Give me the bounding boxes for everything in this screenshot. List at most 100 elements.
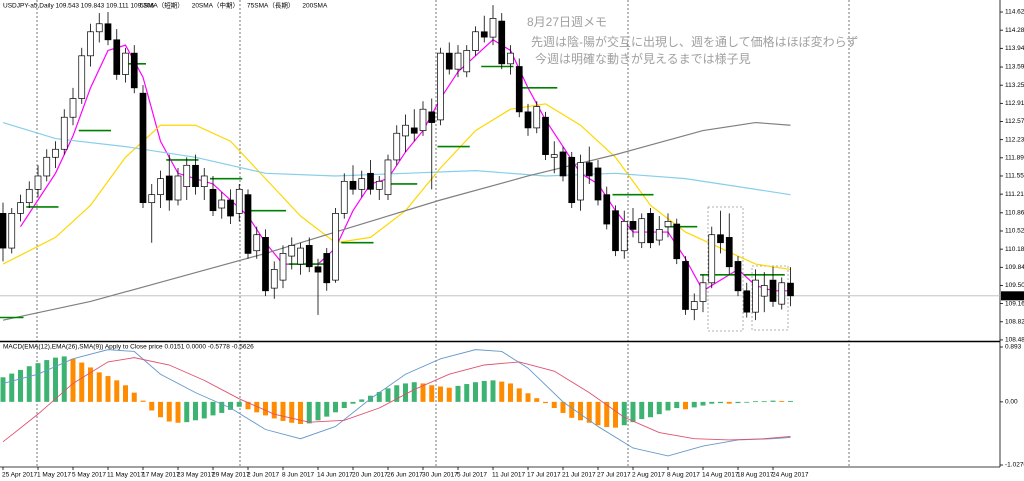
candle-body: [542, 116, 549, 155]
candle-body: [655, 229, 663, 241]
candle-body: [270, 269, 278, 289]
y-tick-label: 114.620: [1005, 9, 1024, 16]
histogram-bar: [490, 380, 496, 402]
candle-body: [603, 194, 611, 225]
candle-body: [253, 234, 261, 252]
histogram-bar: [700, 401, 706, 406]
histogram-bar: [473, 382, 478, 402]
y-tick-label: 110.180: [1005, 246, 1024, 253]
y-tick-label: 112.910: [1005, 100, 1024, 107]
histogram-bar: [201, 401, 207, 419]
histogram-bar: [744, 401, 750, 403]
moving-average: [2, 121, 791, 321]
candle-body: [113, 39, 121, 75]
candle-body: [130, 52, 138, 89]
y-tick-label: -1.0276: [1005, 462, 1024, 469]
x-tick-label: 1 May 2017: [37, 472, 71, 479]
candle-body: [367, 172, 374, 190]
histogram-bar: [464, 384, 470, 402]
histogram-bar: [193, 401, 198, 421]
candle-body: [725, 237, 733, 268]
candle-body: [673, 223, 681, 260]
histogram-bar: [586, 401, 592, 423]
histogram-bar: [683, 401, 688, 410]
histogram-bar: [403, 383, 408, 402]
x-tick-label: 14 Jun 2017: [317, 472, 353, 479]
legend-entry: 5SMA（短期）: [140, 1, 184, 10]
histogram-bar: [578, 401, 583, 421]
histogram-bar: [9, 373, 15, 402]
candle-body: [122, 52, 129, 75]
macd-line: [2, 357, 791, 443]
candle-body: [332, 213, 339, 281]
candle-body: [288, 245, 296, 257]
histogram-bar: [88, 367, 93, 402]
chart-title: USDJPY-a5,Daily 109.543 109.843 109.111 …: [3, 3, 154, 10]
candle-body: [174, 175, 182, 201]
histogram-bar: [376, 392, 382, 402]
x-tick-label: 8 Aug 2017: [667, 472, 700, 479]
histogram-bar: [508, 383, 513, 402]
candle-body: [402, 124, 409, 137]
x-tick-label: 11 Jul 2017: [492, 472, 526, 479]
histogram-bar: [131, 392, 137, 402]
histogram-bar: [289, 401, 295, 423]
candle-body: [244, 194, 252, 254]
histogram-bar: [61, 356, 67, 402]
histogram-bar: [613, 401, 618, 428]
y-tick-label: 110.860: [1005, 210, 1024, 217]
current-price-box: [1001, 291, 1024, 301]
y-tick-label: 111.550: [1005, 173, 1024, 180]
histogram-bar: [621, 401, 627, 426]
histogram-bar: [140, 400, 146, 402]
histogram-bar: [534, 398, 540, 402]
histogram-bar: [788, 400, 793, 402]
candle-body: [585, 162, 593, 177]
histogram-bar: [53, 357, 58, 402]
histogram-bar: [333, 401, 338, 413]
highlight-box: [707, 206, 744, 332]
y-tick-label: 0.893: [1005, 344, 1022, 351]
candle-body: [279, 253, 287, 281]
histogram-bar: [770, 400, 776, 402]
candle-body: [314, 266, 322, 273]
histogram-bar: [455, 385, 461, 402]
candle-body: [489, 18, 497, 38]
candle-body: [17, 202, 24, 214]
candle-body: [568, 156, 576, 204]
candle-body: [708, 234, 716, 284]
candle-body: [647, 213, 654, 244]
x-tick-label: 2 Aug 2017: [632, 472, 665, 479]
histogram-bar: [105, 376, 111, 402]
histogram-bar: [394, 385, 400, 402]
candle-body: [25, 188, 33, 204]
x-tick-label: 5 May 2017: [72, 472, 106, 479]
annotation-title: 8月27日週メモ: [527, 15, 607, 29]
y-tick-label: 111.210: [1005, 191, 1024, 198]
histogram-bar: [569, 401, 575, 418]
candle-body: [60, 116, 68, 150]
y-tick-label: 109.840: [1005, 264, 1024, 271]
candle-body: [480, 31, 488, 38]
histogram-bar: [175, 401, 181, 423]
legend-entry: 20SMA（中期）: [192, 1, 239, 10]
histogram-bar: [219, 401, 225, 413]
x-tick-label: 8 Jun 2017: [282, 472, 315, 479]
histogram-bar: [543, 401, 548, 404]
y-tick-label: 114.280: [1005, 27, 1024, 34]
candle-body: [393, 132, 401, 161]
y-tick-label: 108.820: [1005, 318, 1024, 325]
candle-body: [445, 52, 453, 70]
macd-line: [2, 349, 791, 457]
histogram-bar: [26, 366, 32, 402]
candle-body: [78, 55, 86, 99]
histogram-bar: [420, 383, 426, 402]
candle-body: [682, 261, 689, 310]
candle-body: [375, 180, 383, 190]
annotation-line: 今週は明確な動きが見えるまでは様子見: [535, 51, 751, 66]
x-tick-label: 5 Jul 2017: [457, 472, 487, 479]
candle-body: [87, 31, 94, 57]
histogram-bar: [280, 401, 286, 421]
legend-entry: 200SMA: [302, 3, 328, 10]
